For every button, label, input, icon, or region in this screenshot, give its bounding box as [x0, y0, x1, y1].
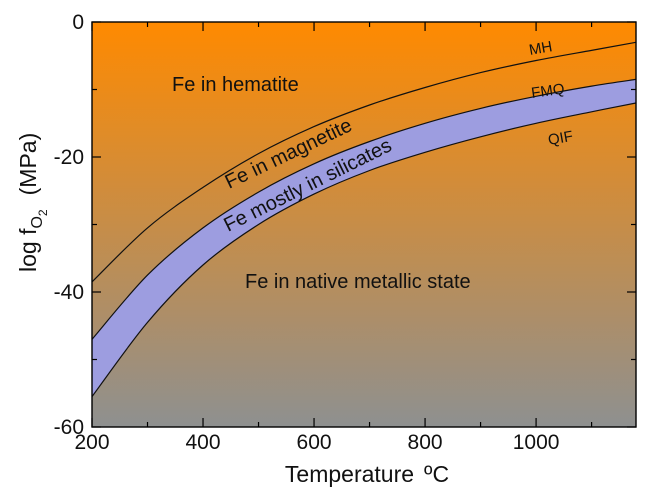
- plot-background: [92, 22, 636, 427]
- region-label-native: Fe in native metallic state: [245, 271, 471, 293]
- series-line-mh: [92, 41, 636, 283]
- x-tick-label: 800: [408, 431, 443, 454]
- x-tick-label: 1000: [513, 431, 560, 454]
- series-label-fmq: FMQ: [530, 80, 565, 101]
- x-tick-label: 600: [297, 431, 332, 454]
- silicate-stability-band: [92, 79, 636, 397]
- series-label-qif: QIF: [547, 128, 575, 149]
- x-tick-label: 400: [185, 431, 220, 454]
- series-line-fmq: [92, 78, 636, 340]
- series-label-mh: MH: [528, 38, 554, 59]
- x-axis-title: Temperature ºC: [285, 461, 449, 487]
- y-tick-label: -40: [54, 281, 84, 304]
- y-tick-label: 0: [72, 11, 84, 34]
- y-tick-label: -60: [54, 416, 84, 439]
- y-axis-title: log fO2(MPa): [15, 133, 50, 272]
- series-line-qif: [92, 102, 636, 397]
- y-tick-label: -20: [54, 146, 84, 169]
- region-label-hematite: Fe in hematite: [172, 74, 299, 96]
- x-tick-label: 200: [74, 431, 109, 454]
